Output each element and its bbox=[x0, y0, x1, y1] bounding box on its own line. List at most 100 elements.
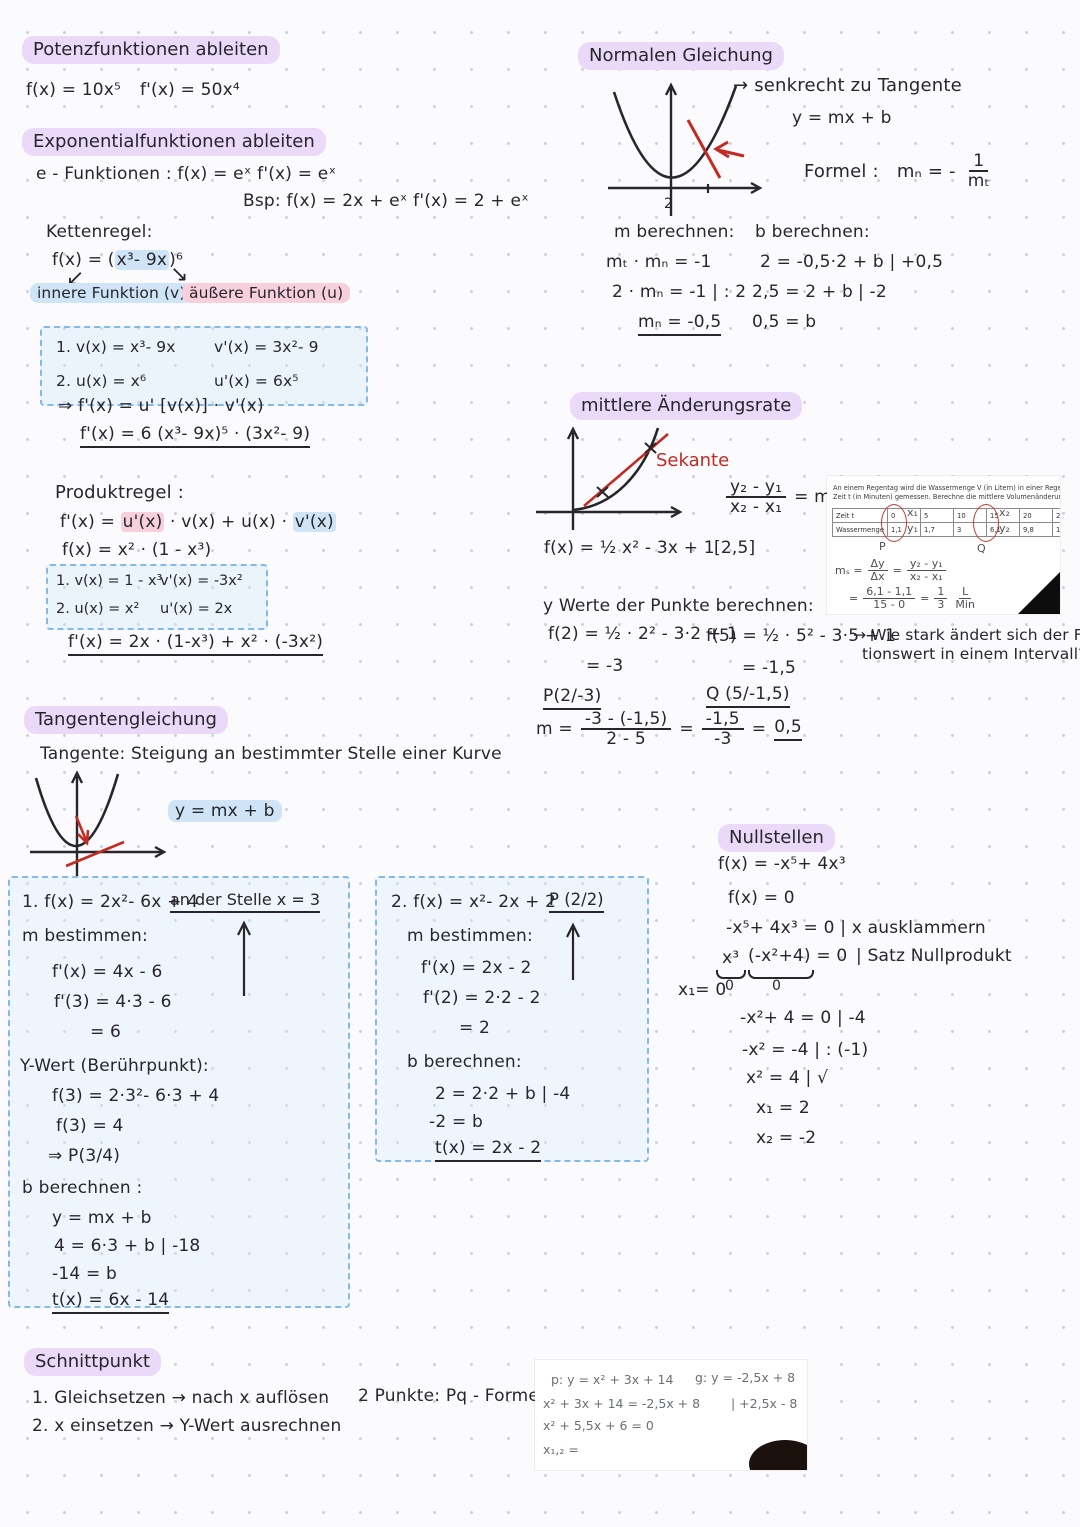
ms-eq2: = bbox=[849, 591, 859, 605]
ex2-l4: 2 = 2·2 + b | -4 bbox=[435, 1084, 571, 1104]
ms-f3d: 15 - 0 bbox=[873, 597, 906, 611]
f5-calc: f(5) = ½ · 5² - 3·5 + 1 bbox=[706, 626, 896, 646]
table-cell: 20 bbox=[1019, 508, 1053, 523]
inner-function-label: innere Funktion (v) bbox=[30, 283, 193, 303]
kr-inner-highlight: x³- 9x bbox=[114, 250, 170, 270]
table-cell: 5 bbox=[920, 508, 954, 523]
pr-u-highlight: u'(x) bbox=[120, 512, 165, 532]
ex2-l5: -2 = b bbox=[429, 1112, 483, 1132]
y1-annotation: y₁ bbox=[907, 522, 918, 535]
nullstellen-l4c: | Satz Nullprodukt bbox=[856, 946, 1012, 966]
ex1-l6: ⇒ P(3/4) bbox=[48, 1146, 121, 1166]
aenderung-frac-den: x₂ - x₁ bbox=[730, 497, 783, 518]
outer-function-label: äußere Funktion (u) bbox=[182, 283, 351, 303]
section-title-nullstellen: Nullstellen bbox=[718, 824, 835, 852]
aenderung-fraction: y₂ - y₁ x₂ - x₁ bbox=[726, 478, 787, 518]
ms-formula-row1: mₛ = Δy Δx = y₂ - y₁ x₂ - x₁ bbox=[835, 558, 946, 582]
aenderung-formula: y₂ - y₁ x₂ - x₁ = m bbox=[726, 478, 831, 517]
ywerte-label: y Werte der Punkte berechnen: bbox=[543, 596, 814, 616]
formel-frac-den: mₜ bbox=[967, 171, 990, 192]
circle-x2-annotation bbox=[973, 504, 999, 542]
slope-eq2: = bbox=[751, 719, 767, 740]
ex2-head: 2. f(x) = x²- 2x + 2 bbox=[391, 892, 557, 912]
ms-f3n: 6,1 - 1,1 bbox=[863, 586, 916, 599]
formel-frac-num: 1 bbox=[969, 152, 989, 173]
ex2-up-arrow bbox=[566, 922, 580, 980]
formel-fraction: 1 mₜ bbox=[964, 152, 994, 191]
photo2-l3: x² + 5,5x + 6 = 0 bbox=[543, 1418, 654, 1433]
nullstellen-l4b: (-x²+4) = 0 bbox=[748, 946, 848, 966]
kr-post: )⁶ bbox=[169, 250, 183, 270]
kettenregel-label: Kettenregel: bbox=[46, 222, 153, 242]
secant-sketch bbox=[536, 426, 683, 530]
ms-frac1: Δy Δx bbox=[867, 558, 888, 582]
slope-m-pre: m = bbox=[536, 719, 573, 740]
kettenregel-result1: ⇒ f'(x) = u' [v(x)] · v'(x) bbox=[58, 396, 264, 416]
nullstellen-l3: -x⁵+ 4x³ = 0 | x ausklammern bbox=[726, 918, 986, 938]
aenderung-fx: f(x) = ½ x² - 3x + 1 bbox=[544, 538, 715, 558]
slope-result: 0,5 bbox=[774, 717, 802, 742]
normale-m3: mₙ = -0,5 bbox=[638, 312, 722, 336]
ex2-m-bestimmen: m bestimmen: bbox=[407, 926, 533, 946]
finger-blob bbox=[749, 1440, 807, 1470]
ms-unit-n: L bbox=[959, 586, 972, 599]
pr-pre: f'(x) = bbox=[60, 512, 121, 532]
y2-annotation: y₂ bbox=[999, 522, 1010, 535]
ex2-l1: f'(x) = 2x - 2 bbox=[421, 958, 532, 978]
schnittpunkt-l2: 2. x einsetzen → Y-Wert ausrechnen bbox=[32, 1416, 342, 1436]
x2-annotation: x₂ bbox=[999, 506, 1010, 519]
slope-calc-row: m = -3 - (-1,5) 2 - 5 = -1,5 -3 = 0,5 bbox=[536, 710, 802, 749]
potenz-fprime: f'(x) = 50x⁴ bbox=[140, 80, 240, 100]
wie-stark-line2: tionswert in einem Intervall? bbox=[862, 645, 1080, 663]
normale-m1: mₜ · mₙ = -1 bbox=[606, 252, 712, 272]
normale-b1: 2 = -0,5·2 + b | +0,5 bbox=[760, 252, 944, 272]
nullstellen-l4a: x³ bbox=[722, 948, 740, 968]
ex1-l3: = 6 bbox=[90, 1022, 122, 1042]
ms-frac2: y₂ - y₁ x₂ - x₁ bbox=[906, 558, 946, 582]
aenderung-frac-eq: = m bbox=[794, 487, 831, 508]
underbrace-x3 bbox=[716, 970, 746, 979]
normale-ymxb: y = mx + b bbox=[792, 108, 892, 128]
kr-step1-right: v'(x) = 3x²- 9 bbox=[214, 338, 319, 356]
x1-annotation: x₁ bbox=[907, 506, 918, 519]
worksheet-photo: An einem Regentag wird die Wassermenge V… bbox=[827, 476, 1060, 614]
ex1-l7: y = mx + b bbox=[52, 1208, 152, 1228]
slope-frac2: -1,5 -3 bbox=[701, 710, 744, 749]
kettenregel-steps-box: 1. v(x) = x³- 9x v'(x) = 3x²- 9 2. u(x) … bbox=[40, 326, 368, 406]
photo2-g: g: y = -2,5x + 8 bbox=[695, 1370, 796, 1385]
ms-f1n: Δy bbox=[867, 558, 888, 571]
pr-v-highlight: v'(x) bbox=[292, 512, 336, 532]
kr-pre: f(x) = ( bbox=[52, 250, 115, 270]
section-title-schnittpunkt: Schnittpunkt bbox=[24, 1348, 161, 1376]
photo2-l2: x² + 3x + 14 = -2,5x + 8 bbox=[543, 1396, 701, 1411]
worksheet-text1: An einem Regentag wird die Wassermenge V… bbox=[833, 484, 1060, 492]
ex1-m-bestimmen: m bestimmen: bbox=[22, 926, 148, 946]
table-cell: 9,8 bbox=[1019, 522, 1053, 537]
tangent-sketch bbox=[30, 770, 167, 876]
ms-unit-d: Min bbox=[955, 597, 975, 611]
nullstellen-l8: x₁ = 2 bbox=[756, 1098, 810, 1118]
ex1-result: t(x) = 6x - 14 bbox=[52, 1290, 170, 1314]
tangente-example2-box: 2. f(x) = x²- 2x + 2 P (2/2) m bestimmen… bbox=[375, 876, 649, 1162]
nullstellen-l6: -x² = -4 | : (-1) bbox=[742, 1040, 869, 1060]
kettenregel-result2: f'(x) = 6 (x³- 9x)⁵ · (3x²- 9) bbox=[80, 424, 311, 448]
ex2-b-berechnen: b berechnen: bbox=[407, 1052, 522, 1072]
ms-frac3: 6,1 - 1,1 15 - 0 bbox=[863, 586, 916, 611]
photo-corner-shadow bbox=[1018, 572, 1060, 614]
ex1-b-berechnen: b berechnen : bbox=[22, 1178, 143, 1198]
pr-step1-right: v'(x) = -3x² bbox=[160, 573, 243, 589]
section-title-aenderungsrate: mittlere Änderungsrate bbox=[570, 392, 803, 420]
ms-f4d: 3 bbox=[937, 597, 945, 611]
formel-label: Formel : bbox=[804, 160, 879, 182]
section-title-normalengleichung: Normalen Gleichung bbox=[578, 42, 784, 70]
normale-senkrecht: → senkrecht zu Tangente bbox=[733, 75, 962, 96]
normale-b3: 0,5 = b bbox=[752, 312, 817, 332]
pr-step2-left: 2. u(x) = x² bbox=[56, 601, 140, 617]
point-p: P(2/-3) bbox=[543, 686, 602, 710]
ms-f4n: 1 bbox=[934, 586, 948, 599]
normal-sketch bbox=[608, 82, 763, 216]
nullstellen-x1: x₁= 0 bbox=[678, 980, 727, 1000]
ex2-result: t(x) = 2x - 2 bbox=[435, 1138, 542, 1162]
normale-b-berechnen: b berechnen: bbox=[755, 222, 870, 242]
nullstellen-l7: x² = 4 | √ bbox=[746, 1068, 829, 1088]
